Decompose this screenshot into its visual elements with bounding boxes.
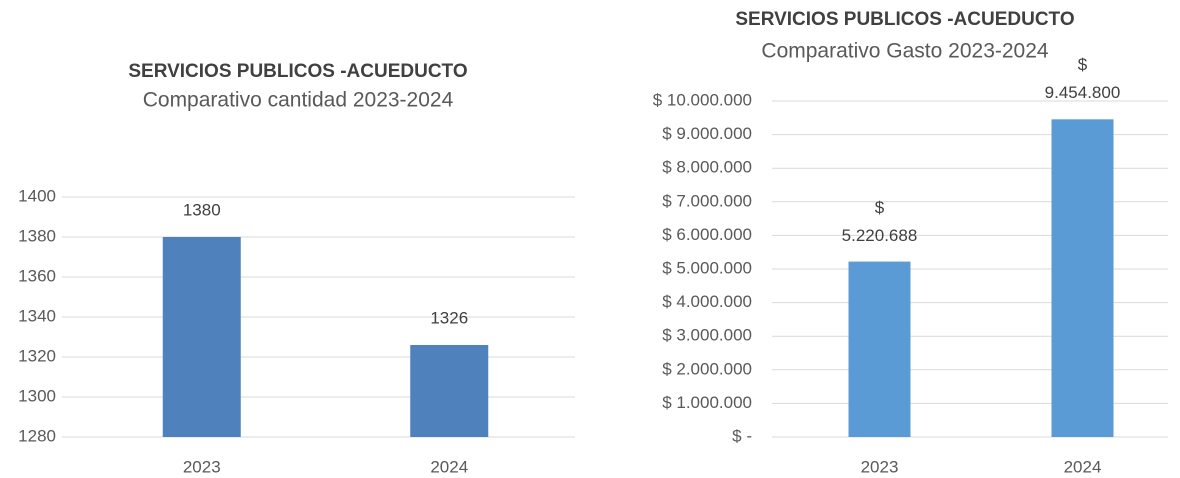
x-tick-label: 2024: [430, 457, 468, 476]
y-tick-label: $ 9.000.000: [662, 124, 752, 143]
value-label: $ 5.220.688: [841, 197, 918, 245]
x-tick-label: 2023: [183, 457, 221, 476]
y-tick-label: $ 8.000.000: [662, 158, 752, 177]
x-tick-label: 2024: [1064, 457, 1102, 476]
y-tick-label: $ -: [732, 426, 752, 445]
y-tick-label: 1380: [18, 226, 56, 245]
y-tick-label: 1400: [18, 186, 56, 205]
bar: [1051, 119, 1114, 437]
y-tick-label: 1340: [18, 306, 56, 325]
value-label: 1326: [430, 308, 468, 327]
y-tick-label: 1320: [18, 346, 56, 365]
y-tick-label: $ 7.000.000: [662, 191, 752, 210]
y-tick-label: $ 4.000.000: [662, 292, 752, 311]
chart-title: SERVICIOS PUBLICOS -ACUEDUCTO: [735, 9, 1074, 30]
y-tick-label: $ 2.000.000: [662, 359, 752, 378]
y-tick-label: 1280: [18, 426, 56, 445]
chart-subtitle: Comparativo cantidad 2023-2024: [143, 89, 454, 112]
y-tick-label: $ 3.000.000: [662, 326, 752, 345]
bar: [162, 237, 241, 437]
y-tick-label: $ 1.000.000: [662, 393, 752, 412]
y-tick-label: $ 5.000.000: [662, 258, 752, 277]
bar: [848, 261, 911, 437]
y-tick-label: 1300: [18, 386, 56, 405]
value-label: $ 9.454.800: [1044, 55, 1121, 103]
bar: [410, 345, 489, 437]
chart-subtitle: Comparativo Gasto 2023-2024: [761, 40, 1048, 63]
y-tick-label: $ 10.000.000: [653, 90, 752, 109]
value-label: 1380: [183, 200, 221, 219]
chart-title: SERVICIOS PUBLICOS -ACUEDUCTO: [128, 61, 467, 82]
y-tick-label: 1360: [18, 266, 56, 285]
x-tick-label: 2023: [861, 457, 899, 476]
y-tick-label: $ 6.000.000: [662, 225, 752, 244]
